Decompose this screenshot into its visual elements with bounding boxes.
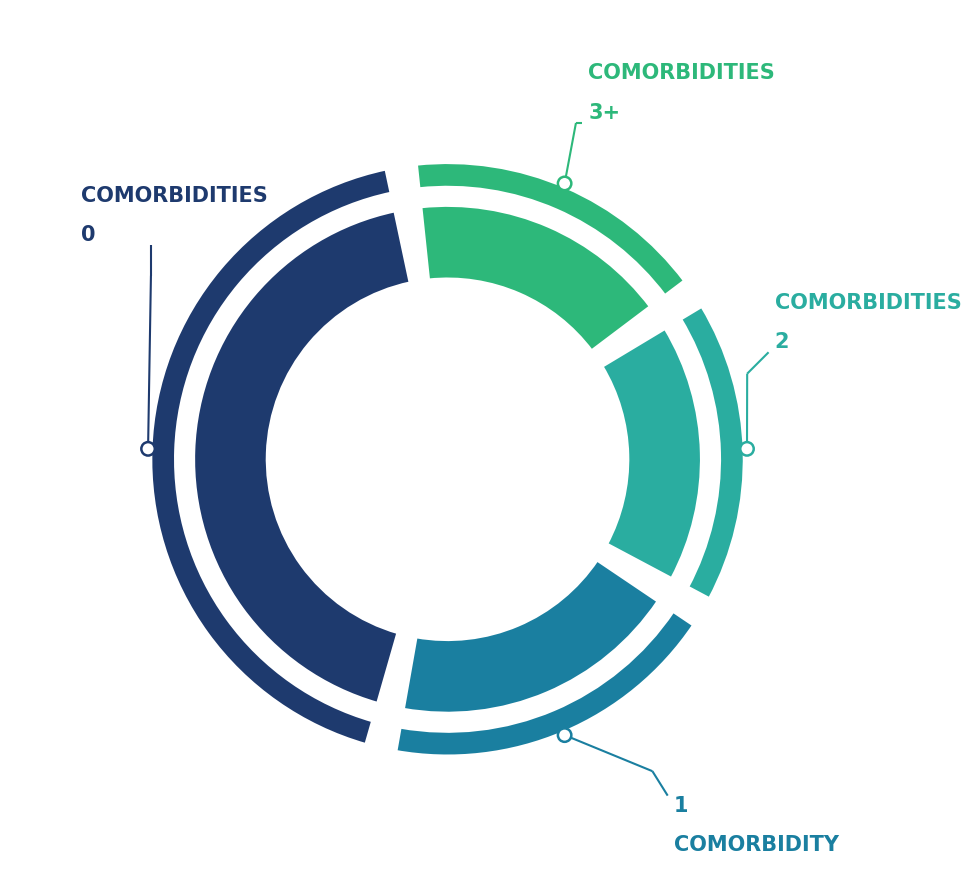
Wedge shape (404, 560, 658, 713)
Text: 0: 0 (80, 226, 95, 245)
Text: COMORBIDITIES: COMORBIDITIES (774, 292, 961, 313)
Wedge shape (421, 205, 650, 351)
Wedge shape (681, 306, 744, 599)
Text: 1: 1 (674, 796, 688, 816)
Circle shape (558, 728, 571, 741)
Wedge shape (151, 170, 391, 744)
Text: 2: 2 (774, 332, 789, 353)
Circle shape (141, 442, 155, 456)
Wedge shape (416, 163, 684, 296)
Text: COMORBIDITIES: COMORBIDITIES (589, 63, 775, 83)
Text: COMORBIDITY: COMORBIDITY (674, 836, 839, 855)
Wedge shape (396, 612, 693, 756)
Circle shape (741, 442, 754, 456)
Wedge shape (602, 329, 701, 578)
Wedge shape (194, 211, 410, 703)
Circle shape (558, 177, 571, 190)
Text: 3+: 3+ (589, 103, 620, 123)
Text: COMORBIDITIES: COMORBIDITIES (80, 186, 267, 205)
